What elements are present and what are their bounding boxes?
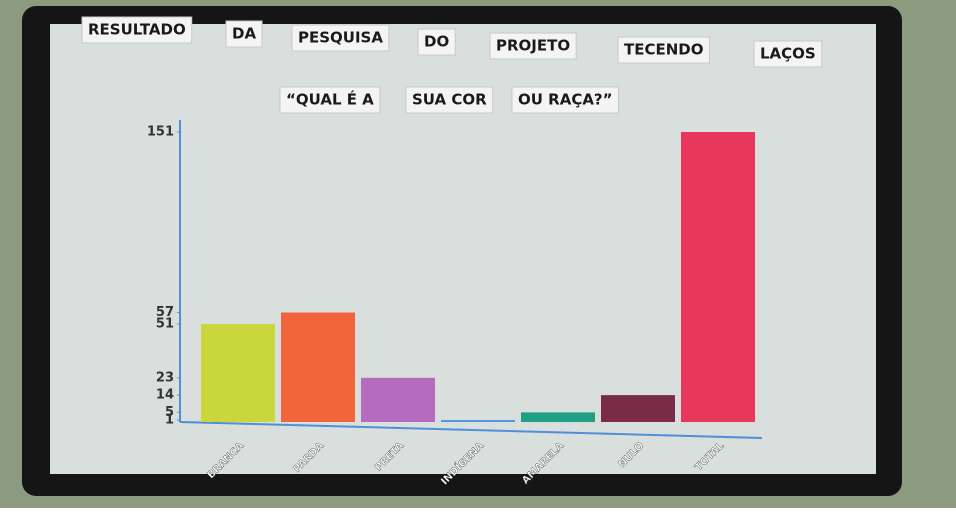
page: {"chart_data": {"type": "bar", "title": … (0, 0, 956, 508)
bar (441, 420, 515, 422)
title-word: DO (424, 33, 449, 51)
y-tick-label: 151 (147, 125, 174, 140)
chart: RESULTADO DA PESQUISA DO PROJETO TECENDO LAÇOS… (0, 0, 956, 508)
title-word: RESULTADO (88, 21, 186, 39)
y-tick-label: 23 (156, 370, 174, 385)
y-tick-label: 14 (156, 388, 174, 403)
bar (361, 378, 435, 422)
y-tick-label: 5 (165, 405, 174, 420)
y-tick-label: 57 (156, 305, 174, 320)
title-word: SUA COR (412, 91, 487, 109)
title-word: DA (232, 25, 256, 43)
bar (601, 395, 675, 422)
bar (521, 412, 595, 422)
bar (201, 324, 275, 422)
title-word: PESQUISA (298, 29, 383, 47)
title-word: LAÇOS (760, 45, 816, 63)
title-word: PROJETO (496, 37, 570, 55)
title-word: OU RAÇA?” (518, 91, 613, 109)
title-word: “QUAL É A (286, 90, 374, 109)
bar (681, 132, 755, 422)
bar (281, 313, 355, 422)
title-word: TECENDO (624, 41, 704, 59)
